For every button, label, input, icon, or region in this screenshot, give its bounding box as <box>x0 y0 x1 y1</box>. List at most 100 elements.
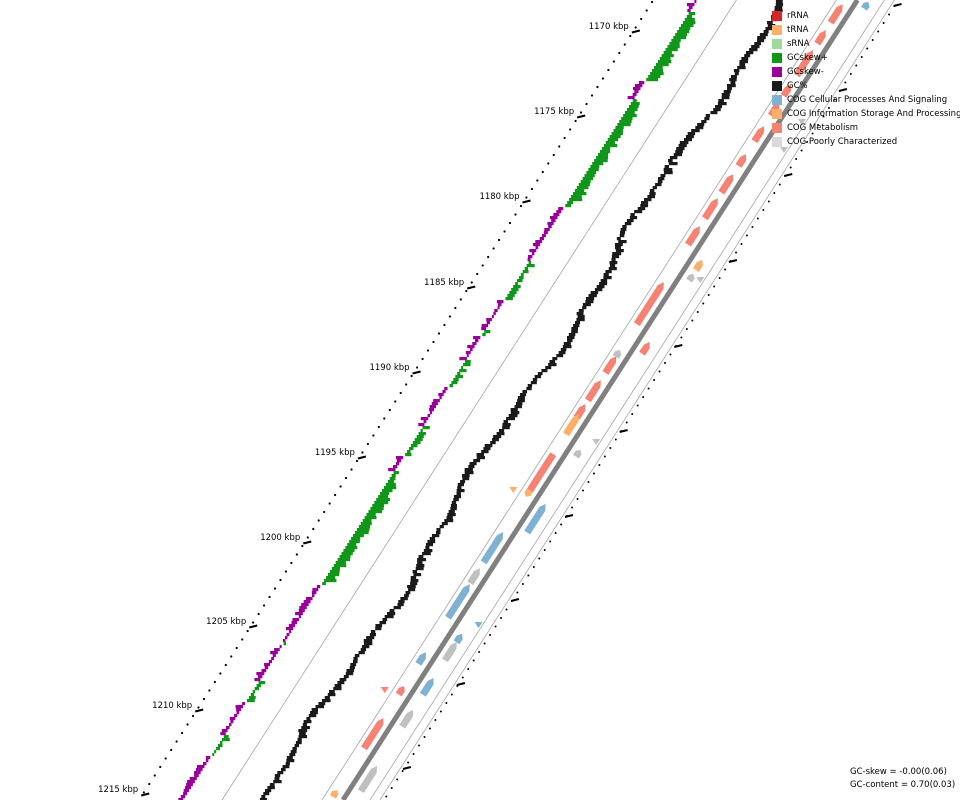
gc-skew-negative-bar <box>268 660 273 664</box>
ruler-dot <box>607 68 610 72</box>
gc-skew-negative-bar <box>556 210 562 214</box>
gc-skew-negative-bar <box>234 714 238 718</box>
outer-ruler-dot <box>396 778 399 781</box>
gc-content-bar <box>679 141 689 145</box>
small-feature-marker <box>797 119 806 125</box>
cog-cellular-gene <box>524 503 546 535</box>
gc-content-bar <box>350 663 357 667</box>
cog-poorly-characterized-gene <box>612 350 622 359</box>
outer-ruler-dot <box>680 336 683 339</box>
gc-content-bar <box>527 384 533 388</box>
outer-major-tick <box>893 3 902 7</box>
gc-skew-negative-bar <box>493 312 496 316</box>
gc-content-bar <box>733 69 740 73</box>
legend-swatch <box>772 11 782 21</box>
gc-skew-positive-bar <box>657 60 672 64</box>
gc-skew-positive-bar <box>327 573 340 577</box>
gc-content-bar <box>626 219 634 223</box>
gc-content-bar <box>534 375 542 379</box>
gc-content-bar <box>734 72 739 76</box>
gc-content-bar <box>429 537 436 541</box>
gc-skew-positive-bar <box>385 483 396 487</box>
gc-skew-negative-bar <box>633 87 641 91</box>
gc-content-bar <box>476 453 485 457</box>
gc-skew-positive-bar <box>592 162 604 166</box>
gc-skew-positive-bar <box>686 15 692 19</box>
gc-skew-positive-bar <box>405 453 412 457</box>
small-feature-marker <box>779 147 788 153</box>
gc-content-bar <box>630 213 635 217</box>
cog-information-gene <box>524 488 533 497</box>
gc-skew-positive-bar <box>254 687 260 691</box>
gc-skew-negative-bar <box>420 417 429 421</box>
ruler-dot <box>410 374 413 378</box>
outer-ruler-dot <box>494 625 497 628</box>
gc-content-bar <box>751 45 760 49</box>
outer-ruler-dot <box>756 217 759 220</box>
gc-content-bar <box>599 282 608 286</box>
gc-skew-positive-bar <box>380 492 390 496</box>
ruler-dot <box>164 757 167 760</box>
gc-content-bar <box>324 696 330 700</box>
ruler-dot <box>323 510 326 514</box>
gc-content-bar <box>285 762 290 766</box>
gc-skew-positive-bar <box>335 561 346 565</box>
gc-skew-positive-bar <box>464 360 471 364</box>
gc-skew-negative-bar <box>527 255 533 259</box>
outer-ruler-dot <box>489 634 492 636</box>
gc-skew-negative-bar <box>392 465 398 469</box>
gc-skew-negative-bar <box>183 789 190 793</box>
gc-content-bar <box>384 615 394 619</box>
tick-label: 1180 kbp <box>479 192 519 202</box>
gc-content-bar <box>573 324 580 328</box>
gc-skew-positive-bar <box>565 204 572 208</box>
cog-metabolism-gene <box>814 30 826 46</box>
cog-cellular-gene <box>453 633 463 645</box>
outer-ruler-dot <box>663 362 666 364</box>
gc-skew-positive-bar <box>347 543 357 547</box>
ruler-dot <box>585 102 588 106</box>
gc-content-bar <box>286 756 293 760</box>
gc-skew-negative-bar <box>299 606 307 610</box>
legend-swatch <box>772 109 782 119</box>
ruler-dot <box>366 442 370 446</box>
gc-content-bar <box>448 510 455 514</box>
legend-label: COG Cellular Processes And Signaling <box>787 95 948 105</box>
gc-content-bar <box>658 177 665 181</box>
gc-skew-positive-bar <box>609 135 621 139</box>
gc-skew-positive-bar <box>322 582 326 586</box>
ruler-dot <box>252 621 255 624</box>
gc-skew-positive-bar <box>364 516 377 520</box>
gc-content-bar <box>663 171 673 175</box>
gc-skew-negative-bar <box>687 9 691 13</box>
cog-metabolism-gene <box>751 126 765 144</box>
gc-content-bar <box>596 285 605 289</box>
tick-label: 1185 kbp <box>424 278 464 288</box>
gc-content-bar <box>634 210 643 214</box>
gc-skew-positive-bar <box>354 531 369 535</box>
gc-content-bar <box>657 180 663 184</box>
gc-skew-positive-bar <box>408 447 414 451</box>
gc-skew-positive-bar <box>412 441 421 445</box>
gc-skew-positive-bar <box>250 693 255 697</box>
ruler-dot <box>153 774 156 777</box>
gc-content-bar <box>450 504 458 508</box>
ruler-dot <box>590 94 594 97</box>
gc-skew-positive-bar <box>667 45 680 49</box>
gc-content-bar <box>759 33 768 37</box>
gc-skew-positive-bar <box>337 558 351 562</box>
gc-skew-negative-bar <box>194 771 201 775</box>
outer-major-tick <box>674 344 683 348</box>
gc-skew-positive-bar <box>366 513 376 517</box>
gc-content-bar <box>369 633 377 637</box>
legend-item: COG Poorly Characterized <box>772 135 960 149</box>
cog-metabolism-gene <box>793 50 813 78</box>
gc-skew-negative-bar <box>221 729 228 733</box>
gc-content-bar <box>506 417 516 421</box>
gc-content-bar <box>510 411 520 415</box>
gc-skew-positive-bar <box>420 429 423 433</box>
ruler-dot <box>519 204 523 208</box>
ruler-dot <box>497 238 501 242</box>
gc-skew-negative-bar <box>535 246 539 250</box>
